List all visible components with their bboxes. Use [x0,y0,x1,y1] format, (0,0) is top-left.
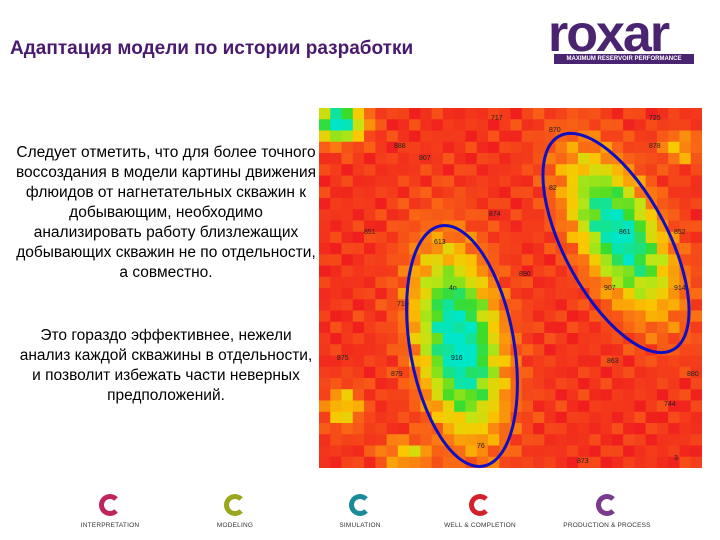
nav-item-well-completion[interactable]: WELL & COMPLETION [410,494,550,529]
cycle-icon [99,494,121,516]
nav-label: PRODUCTION & PROCESS [563,522,651,529]
well-label: 613 [434,239,446,246]
highlight-ellipse-right [541,131,691,355]
cycle-icon [596,494,618,516]
well-label: 3 [674,455,678,462]
well-label: 879 [391,371,403,378]
well-label: 861 [619,229,631,236]
logo-word: roxar [548,5,670,63]
well-label: 914 [674,285,686,292]
well-label: 890 [519,271,531,278]
well-label: 744 [664,401,676,408]
well-label: 875 [337,355,349,362]
well-label: 888 [394,143,406,150]
nav-label: SIMULATION [339,522,381,529]
logo-tagline: MAXIMUM RESERVOIR PERFORMANCE [554,54,694,64]
well-label: 880 [687,371,699,378]
slide-title: Адаптация модели по истории разработки [10,38,414,59]
well-label: 870 [549,127,561,134]
nav-label: WELL & COMPLETION [444,522,516,529]
well-label: 874 [489,211,501,218]
well-label: 717 [491,115,503,122]
nav-item-production-process[interactable]: PRODUCTION & PROCESS [537,494,677,529]
well-label: 807 [419,155,431,162]
paragraph-2: Это гораздо эффективнее, нежели анализ к… [19,327,313,404]
cycle-icon [349,494,371,516]
well-label: 76 [477,443,485,450]
well-label: 710 [397,301,409,308]
well-label: 878 [649,143,661,150]
well-label: 907 [604,285,616,292]
well-label: 873 [577,458,589,465]
highlight-ellipse-left [405,224,519,468]
nav-item-simulation[interactable]: SIMULATION [290,494,430,529]
well-label: 863 [607,358,619,365]
bottom-nav: INTERPRETATION MODELING SIMULATION WELL & C… [0,494,720,540]
cycle-icon [224,494,246,516]
nav-item-modeling[interactable]: MODELING [165,494,305,529]
well-label: 82 [549,185,557,192]
paragraph-1: Следует отметить, что для более точного … [15,144,317,281]
well-label: 725 [649,115,661,122]
nav-label: INTERPRETATION [80,522,140,529]
well-label: 916 [451,355,463,362]
well-label: 4n [449,285,457,292]
nav-label: MODELING [216,522,254,529]
nav-item-interpretation[interactable]: INTERPRETATION [40,494,180,529]
well-label: 852 [674,229,686,236]
cycle-icon [469,494,491,516]
reservoir-map: 717 725 870 878 888 807 82 874 851 613 861 852 890 4n… [319,108,702,468]
well-label: 851 [364,229,376,236]
roxar-logo: roxar MAXIMUM RESERVOIR PERFORMANCE [548,5,694,68]
